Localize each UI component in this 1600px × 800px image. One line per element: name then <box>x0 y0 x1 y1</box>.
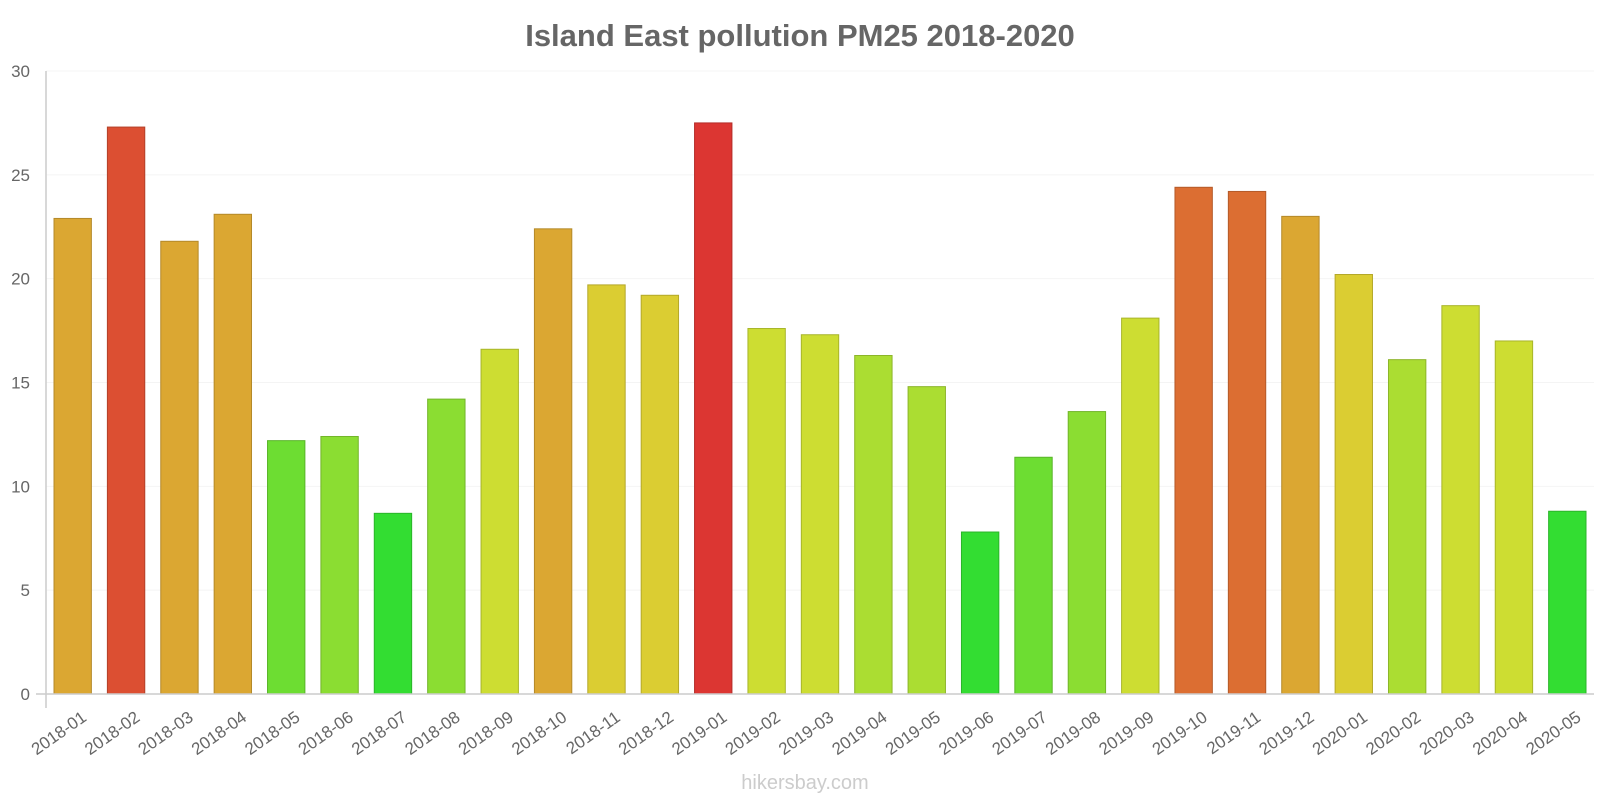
x-tick-label: 2018-03 <box>135 708 197 759</box>
bar-2019-04 <box>854 355 893 695</box>
x-tick-label: 2018-02 <box>81 708 143 759</box>
x-tick-label: 2019-07 <box>989 708 1051 759</box>
bar-2019-11 <box>1227 190 1267 695</box>
bar-2019-08 <box>1067 411 1107 695</box>
bar-2019-05 <box>907 386 946 695</box>
bar-2019-06 <box>960 531 1000 695</box>
bar-2019-01 <box>694 122 733 695</box>
bar-2018-10 <box>533 228 573 695</box>
x-tick-label: 2018-04 <box>188 708 250 759</box>
bar-2019-10 <box>1174 186 1213 695</box>
x-tick-label: 2020-04 <box>1469 708 1531 759</box>
x-tick-label: 2019-01 <box>668 708 730 759</box>
x-tick-label: 2018-06 <box>295 708 357 759</box>
y-axis-ticks: 0 5 10 15 20 25 30 <box>11 62 30 704</box>
bar-2020-02 <box>1387 359 1427 695</box>
bar-2018-08 <box>427 398 466 695</box>
x-tick-label: 2019-10 <box>1149 708 1211 759</box>
bar-2018-02 <box>106 126 146 695</box>
x-tick-label: 2019-08 <box>1042 708 1104 759</box>
bar-2019-12 <box>1281 215 1320 695</box>
bar-2018-11 <box>587 284 626 695</box>
y-tick-label: 25 <box>11 166 30 185</box>
x-tick-label: 2019-06 <box>935 708 997 759</box>
x-tick-label: 2019-03 <box>775 708 837 759</box>
bar-2020-05 <box>1548 510 1587 695</box>
x-tick-label: 2020-03 <box>1416 708 1478 759</box>
x-tick-label: 2018-11 <box>563 708 624 759</box>
x-tick-label: 2019-02 <box>722 708 784 759</box>
x-tick-label: 2018-08 <box>402 708 464 759</box>
bar-2018-12 <box>640 294 680 695</box>
bars <box>53 122 1587 695</box>
x-axis-ticks: 2018-012018-022018-032018-042018-052018-… <box>28 708 1585 759</box>
y-tick-label: 5 <box>21 581 30 600</box>
x-tick-label: 2018-01 <box>28 708 90 759</box>
watermark: hikersbay.com <box>741 772 868 794</box>
axes <box>36 71 1594 708</box>
bar-2018-03 <box>160 240 199 695</box>
bar-2019-03 <box>800 334 840 695</box>
y-tick-label: 30 <box>11 62 30 81</box>
x-tick-label: 2018-07 <box>348 708 410 759</box>
y-tick-label: 15 <box>11 374 30 393</box>
x-tick-label: 2020-02 <box>1362 708 1424 759</box>
x-tick-label: 2019-05 <box>882 708 944 759</box>
bar-2018-06 <box>320 435 359 695</box>
bar-2018-01 <box>53 217 92 695</box>
bar-2019-07 <box>1014 456 1053 695</box>
x-tick-label: 2020-05 <box>1522 708 1584 759</box>
bar-2018-04 <box>213 213 253 695</box>
chart-title: Island East pollution PM25 2018-2020 <box>525 18 1075 53</box>
x-tick-label: 2019-04 <box>829 708 891 759</box>
x-tick-label: 2020-01 <box>1309 708 1371 759</box>
bar-2018-05 <box>267 440 306 695</box>
bar-2019-02 <box>747 328 786 695</box>
x-tick-label: 2019-09 <box>1095 708 1157 759</box>
x-tick-label: 2018-10 <box>508 708 570 759</box>
x-tick-label: 2019-12 <box>1256 708 1318 759</box>
x-tick-label: 2018-05 <box>241 708 303 759</box>
y-tick-label: 10 <box>11 477 30 496</box>
y-tick-label: 20 <box>11 270 30 289</box>
bar-2019-09 <box>1121 317 1160 695</box>
y-tick-label: 0 <box>21 685 30 704</box>
bar-2018-09 <box>480 348 519 695</box>
x-tick-label: 2019-11 <box>1203 708 1264 759</box>
x-tick-label: 2018-12 <box>615 708 677 759</box>
bar-2020-03 <box>1441 305 1480 695</box>
bar-2018-07 <box>373 512 413 695</box>
bar-2020-01 <box>1334 274 1373 695</box>
x-tick-label: 2018-09 <box>455 708 517 759</box>
bar-2020-04 <box>1494 340 1534 695</box>
